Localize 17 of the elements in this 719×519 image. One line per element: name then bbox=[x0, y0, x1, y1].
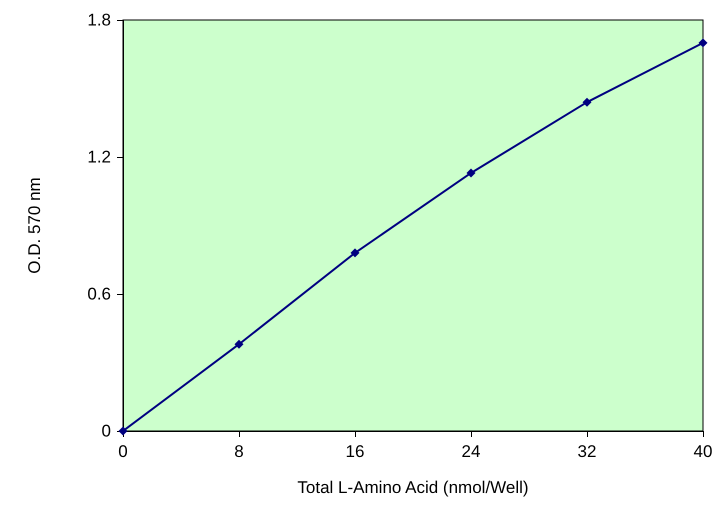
x-tick-label: 40 bbox=[694, 442, 712, 461]
y-tick-label: 0 bbox=[102, 422, 111, 440]
point bbox=[582, 98, 592, 107]
point bbox=[350, 248, 360, 258]
point bbox=[234, 340, 244, 349]
x-tick-label: 16 bbox=[346, 442, 364, 461]
x-tick-label: 24 bbox=[462, 442, 480, 461]
point bbox=[466, 168, 476, 178]
y-tick-label: 1.8 bbox=[87, 10, 111, 30]
y-axis-title: O.D. 570 nm bbox=[25, 177, 44, 274]
x-tick-label: 8 bbox=[234, 442, 244, 461]
x-tick-label: 0 bbox=[118, 442, 128, 461]
x-tick-label: 32 bbox=[578, 442, 596, 461]
point bbox=[698, 38, 708, 48]
x-axis-title: Total L-Amino Acid (nmol/Well) bbox=[297, 478, 529, 497]
y-tick-label: 0.6 bbox=[87, 284, 111, 304]
y-tick-label: 1.2 bbox=[87, 148, 111, 166]
